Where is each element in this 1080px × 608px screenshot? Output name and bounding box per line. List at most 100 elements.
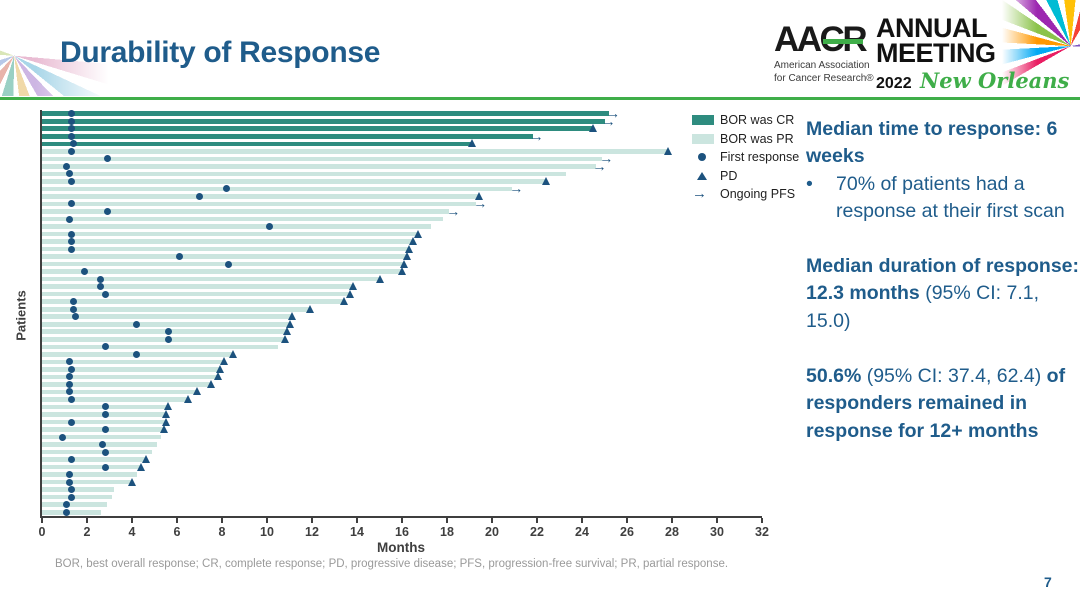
x-axis-tick [581,518,583,523]
legend-item: PD [692,167,799,186]
first-response-dot-icon [67,486,75,494]
swimmer-bar [42,472,137,477]
pd-triangle-icon [193,387,202,396]
swimmer-bar [42,419,166,425]
finding-text: of responders remained in response for 1… [806,365,1066,442]
first-response-dot-icon [63,508,71,516]
pd-triangle-icon [346,289,355,298]
finding-block: Median time to response: 6 weeks [806,116,1080,171]
x-axis-tick [536,518,538,523]
pr-legend-swatch-icon [692,133,714,144]
first-response-dot-icon [70,298,77,306]
aacr-logo: AACR American Association for Cancer Res… [766,14,1069,93]
first-response-dot-icon [63,162,71,170]
pd-triangle-icon [589,124,598,133]
annual-meeting-block: ANNUAL MEETING 2022 New Orleans [876,14,1070,94]
first-response-dot-icon [67,365,75,373]
first-response-dot-icon [101,448,109,456]
swimmer-bar [42,224,432,229]
first-response-dot-icon [97,283,104,291]
swimmer-bar [42,164,596,169]
collage-decoration-right [1002,0,1080,96]
header-divider [0,97,1080,100]
x-axis-tick [41,518,43,523]
finding-block: Median duration of response: 12.3 months… [806,253,1080,335]
event-location: New Orleans [920,68,1070,94]
x-axis-tick [86,518,88,523]
swimmer-bar [42,209,450,214]
x-axis-tick [626,518,628,523]
legend-label: PD [720,168,738,183]
finding-text: Median time to response: 6 weeks [806,118,1058,168]
ongoing-pfs-arrow-icon: → [529,127,544,144]
finding-text: (95% CI: 7.1, 15.0) [806,282,1040,332]
first-response-dot-icon [265,223,273,231]
finding-block: • 70% of patients had a response at their… [806,171,1080,226]
finding-text: (95% CI: 37.4, 62.4) [866,365,1047,388]
legend-label: First response [720,150,800,165]
swimmer-bar [42,239,414,244]
first-response-dot-icon [101,426,109,434]
swimmer-bar [42,487,114,492]
swimmer-bar [42,118,605,124]
x-axis-tick [176,518,178,523]
ongoing-pfs-arrow-icon: → [592,157,607,174]
pd-triangle-icon [305,304,314,313]
x-axis-tick [761,518,763,523]
legend-item: First response [692,148,799,167]
pd-triangle-icon [467,139,476,148]
first-response-dot-icon [67,117,75,125]
plot-area: → → → → → → → → [40,106,762,518]
first-response-dot-icon [101,403,109,411]
x-axis-tick [221,518,223,523]
legend-item: BOR was CR [692,111,799,130]
first-response-dot-icon [67,132,75,140]
event-line2: MEETING [876,38,996,69]
cr-legend-swatch-icon [692,115,714,126]
first-response-dot-icon [133,350,140,358]
first-response-dot-icon [67,147,75,155]
first-response-dot-icon [65,170,73,178]
swimmer-bar [42,156,603,162]
pd-triangle-icon [184,394,193,403]
first-response-dot-icon [65,215,73,223]
ongoing-pfs-arrow-icon: → [606,105,620,122]
swimmer-bar [42,502,108,508]
swimmer-bar [42,314,292,320]
x-axis-tick [356,518,358,523]
pd-triangle-icon [137,462,145,471]
page-number: 7 [1044,574,1052,590]
aacr-org-line2: for Cancer Research® [774,72,874,84]
x-axis-tick-label: 10 [260,525,274,539]
swimmer-bar [42,201,477,207]
legend-label: Ongoing PFS [720,187,796,202]
pd-triangle-icon [413,229,422,238]
pd-triangle-icon [542,176,550,185]
legend-marker [692,115,720,126]
pd-triangle-icon [285,319,294,328]
pd-triangle-icon [220,357,229,366]
swimmer-bar [42,494,112,500]
first-response-dot-icon [67,230,75,238]
swimmer-bar [42,321,290,327]
swimmer-bar [42,134,533,139]
first-response-dot-icon [103,155,111,163]
swimmer-bar [42,337,285,342]
first-response-dot-icon [81,268,89,276]
swimmer-bar [42,179,546,184]
first-response-dot-icon [97,275,104,283]
x-axis-tick [266,518,268,523]
x-axis-tick [491,518,493,523]
event-year: 2022 [876,75,912,93]
first-response-dot-icon [70,305,77,313]
swimmer-bar [42,111,609,117]
x-axis-tick [401,518,403,523]
swimmer-bar [42,276,380,282]
y-axis-label: Patients [13,290,29,341]
first-response-dot-icon [67,418,75,426]
first-response-dot-icon [164,328,172,336]
ongoing-pfs-arrow-icon: → [473,195,488,212]
swimmer-bar [42,141,472,147]
pd-triangle-icon [164,402,172,411]
